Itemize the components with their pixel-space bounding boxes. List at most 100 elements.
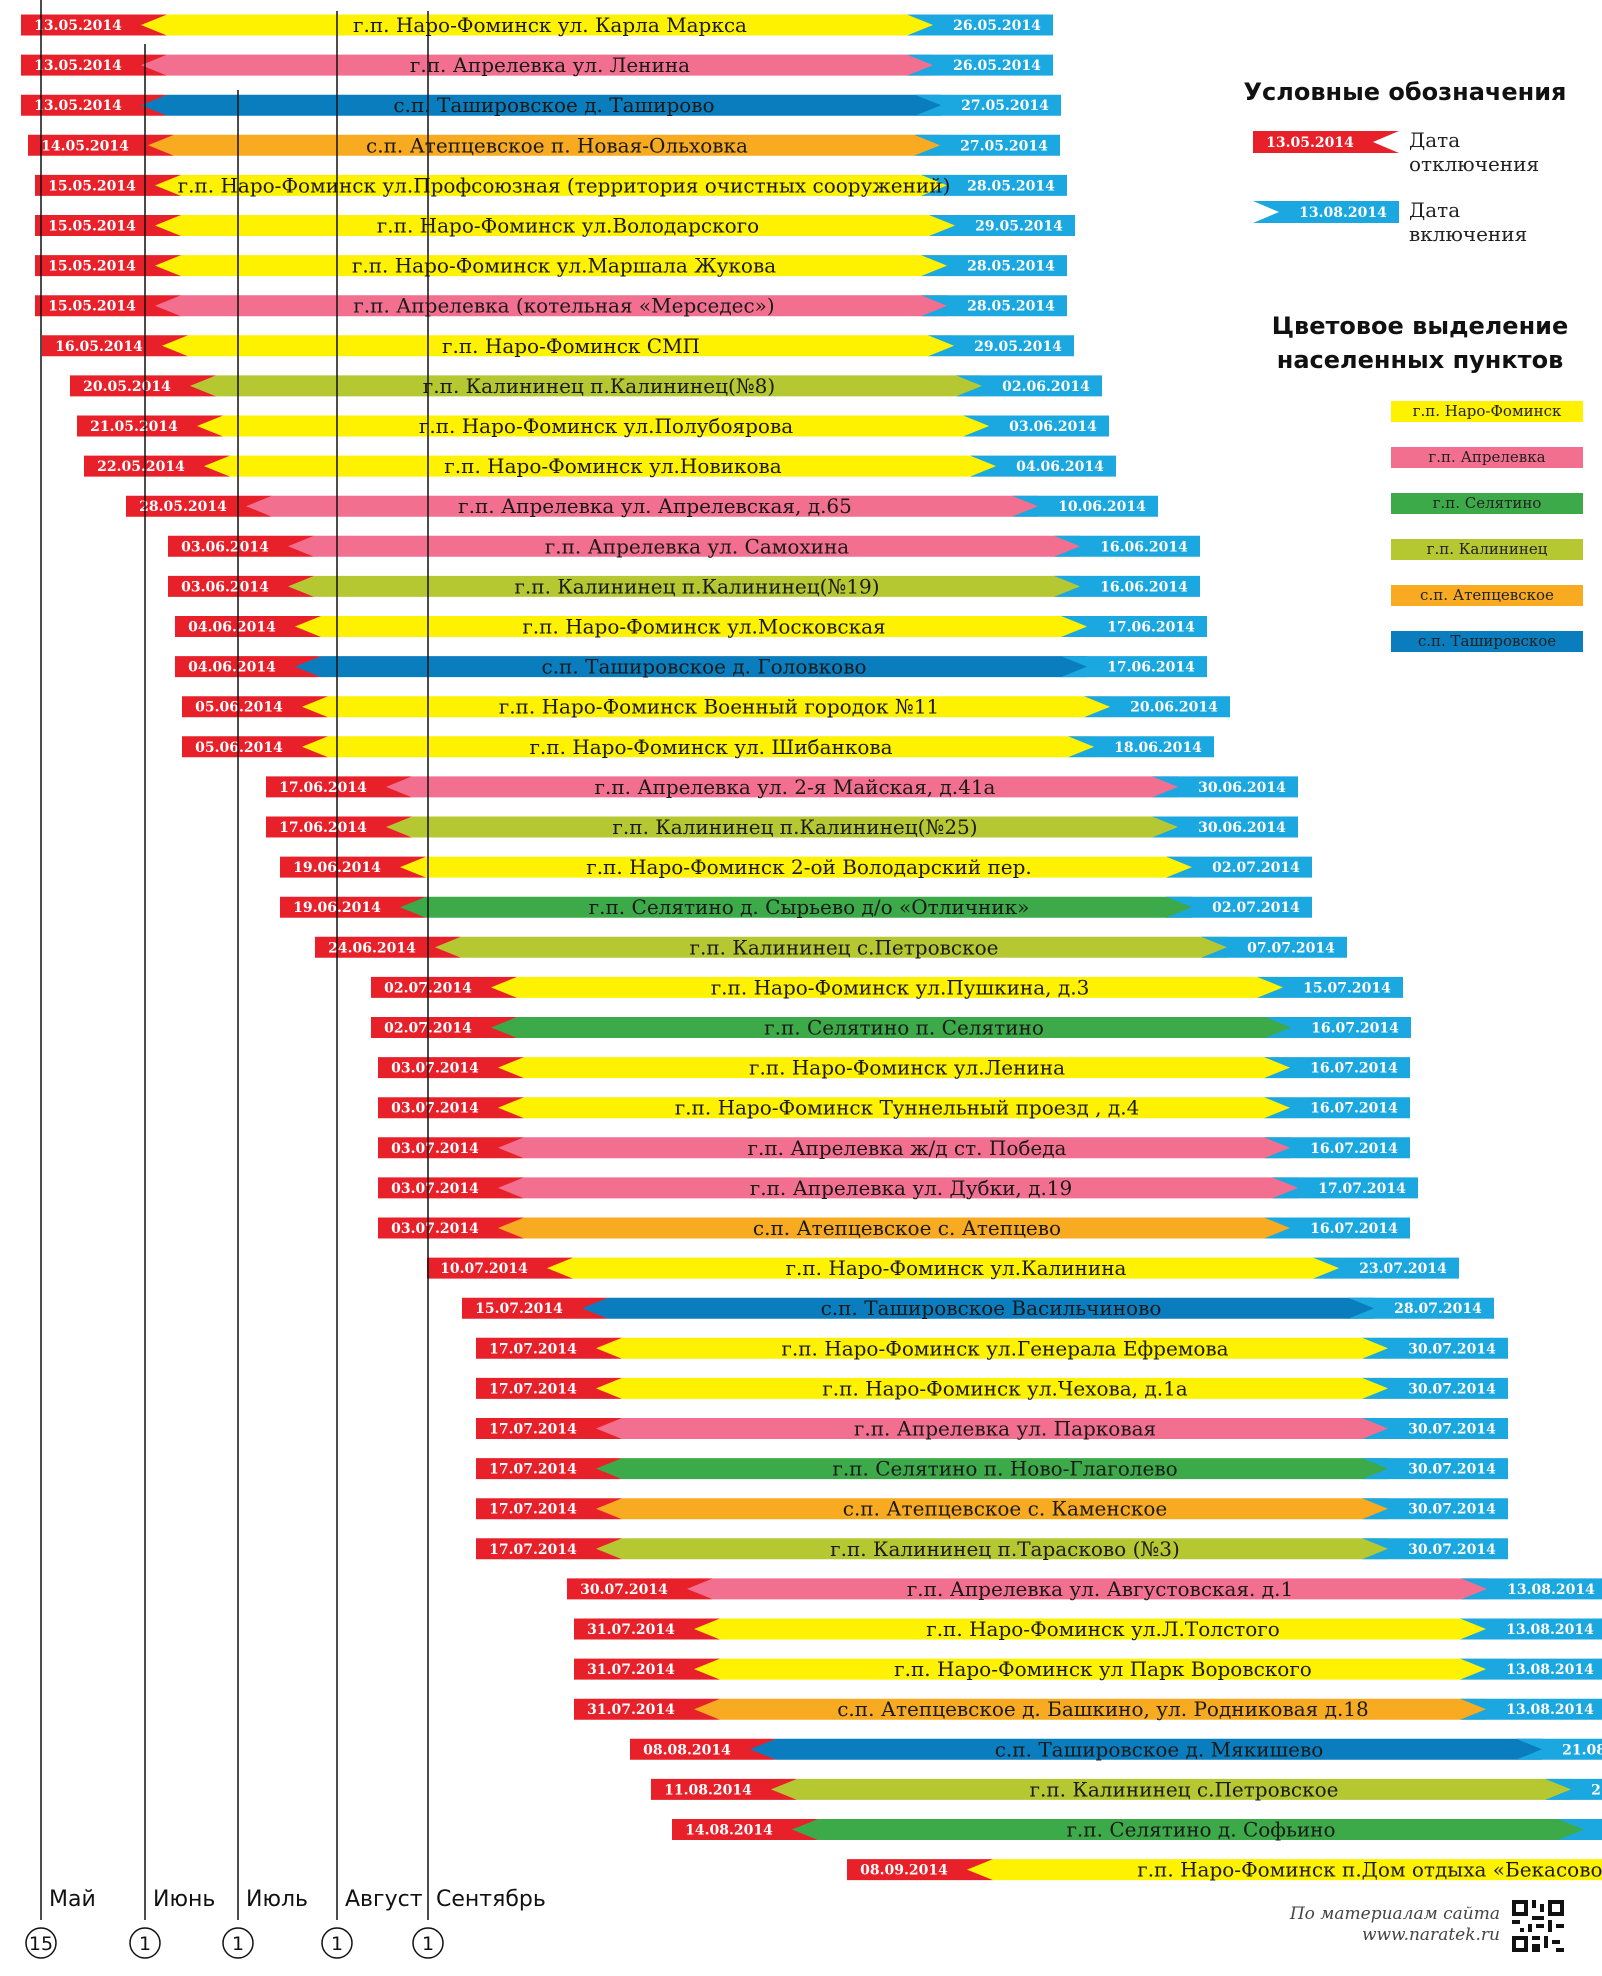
off-date-marker bbox=[378, 1177, 524, 1199]
on-date-label: 28.05.2014 bbox=[967, 178, 1055, 194]
off-date-label: 31.07.2014 bbox=[587, 1702, 675, 1718]
off-date-marker bbox=[182, 696, 328, 718]
task-row: 17.07.2014 30.07.2014 г.п. Калининец п.Тар… bbox=[476, 1537, 1508, 1561]
on-date-marker bbox=[1061, 616, 1207, 637]
task-label: с.п. Ташировское Васильчиново bbox=[821, 1296, 1162, 1320]
task-label: г.п. Наро-Фоминск ул.Л.Толстого bbox=[926, 1617, 1280, 1641]
task-label: г.п. Апрелевка ул. Апрелевская, д.65 bbox=[458, 494, 852, 518]
task-row: 15.05.2014 29.05.2014 г.п. Наро-Фоминск ул… bbox=[35, 214, 1075, 238]
off-date-label: 03.07.2014 bbox=[391, 1141, 479, 1157]
task-bar bbox=[494, 1137, 1306, 1159]
on-date-marker bbox=[1054, 575, 1200, 597]
task-bar bbox=[683, 1578, 1503, 1600]
task-row: 13.05.2014 26.05.2014 г.п. Апрелевка ул. Л… bbox=[21, 53, 1053, 77]
task-bar bbox=[151, 255, 963, 277]
on-date-marker bbox=[1061, 656, 1207, 678]
on-date-label: 30.06.2014 bbox=[1198, 780, 1286, 796]
task-row: 30.07.2014 13.08.2014 г.п. Апрелевка ул. А… bbox=[567, 1577, 1602, 1601]
off-date-marker bbox=[476, 1498, 622, 1520]
on-date-label: 27.05.2014 bbox=[960, 138, 1048, 154]
off-date-marker bbox=[280, 856, 426, 878]
off-date-label: 15.05.2014 bbox=[48, 178, 136, 194]
task-label: с.п. Атепцевское п. Новая-Ольховка bbox=[366, 133, 748, 157]
task-row: 04.06.2014 17.06.2014 г.п. Наро-Фоминск ул… bbox=[175, 615, 1207, 639]
off-date-marker bbox=[126, 495, 272, 517]
task-bar bbox=[494, 1097, 1306, 1119]
off-date-marker bbox=[21, 94, 167, 116]
on-date-label: 27.05.2014 bbox=[961, 98, 1049, 114]
on-date-label: 17.07.2014 bbox=[1318, 1181, 1406, 1197]
task-label: г.п. Апрелевка ул. Самохина bbox=[545, 534, 850, 558]
on-date-label: 02.06.2014 bbox=[1002, 379, 1090, 395]
on-date-marker bbox=[1272, 1177, 1418, 1199]
task-label: с.п. Ташировское д. Головково bbox=[542, 655, 867, 679]
on-date-marker bbox=[1461, 1578, 1602, 1600]
on-date-label: 16.07.2014 bbox=[1310, 1101, 1398, 1117]
on-date-marker bbox=[929, 215, 1075, 236]
task-bar bbox=[578, 1297, 1390, 1319]
on-date-label: 28.07.2014 bbox=[1394, 1301, 1482, 1317]
off-date-label: 16.05.2014 bbox=[55, 339, 143, 355]
task-bar bbox=[158, 335, 970, 357]
on-date-label: 28.05.2014 bbox=[967, 299, 1055, 315]
task-bar bbox=[151, 295, 963, 317]
task-bar bbox=[690, 1618, 1502, 1640]
task-bar bbox=[284, 575, 1096, 597]
on-date-marker bbox=[1084, 696, 1230, 718]
task-row: 17.06.2014 30.06.2014 г.п. Апрелевка ул. 2… bbox=[266, 775, 1298, 799]
month-label: Август bbox=[345, 1887, 423, 1912]
task-bar bbox=[186, 375, 998, 397]
task-bar bbox=[151, 174, 963, 196]
task-row: 13.05.2014 27.05.2014 с.п. Ташировское д. … bbox=[21, 93, 1061, 117]
task-bar bbox=[137, 14, 949, 36]
task-row: 03.06.2014 16.06.2014 г.п. Апрелевка ул. С… bbox=[168, 534, 1200, 558]
on-date-label: 30.07.2014 bbox=[1408, 1462, 1496, 1478]
off-date-marker bbox=[182, 736, 328, 758]
task-bar bbox=[291, 656, 1103, 678]
on-date-marker bbox=[914, 134, 1060, 156]
off-date-marker bbox=[378, 1137, 524, 1159]
month-day-label: 1 bbox=[422, 1933, 434, 1955]
off-date-label: 21.05.2014 bbox=[90, 419, 178, 435]
off-date-marker bbox=[175, 656, 321, 678]
task-bar bbox=[690, 1698, 1502, 1720]
task-label: г.п. Калининец с.Петровское bbox=[1030, 1777, 1339, 1801]
task-label: с.п. Ташировское д. Мякишево bbox=[995, 1737, 1324, 1761]
task-row: 10.07.2014 23.07.2014 г.п. Наро-Фоминск ул… bbox=[427, 1256, 1459, 1280]
task-label: г.п. Наро-Фоминск ул.Генерала Ефремова bbox=[781, 1336, 1228, 1360]
task-row: 03.07.2014 16.07.2014 с.п. Атепцевское с. … bbox=[378, 1216, 1410, 1240]
on-date-label: 13.08.2014 bbox=[1506, 1702, 1594, 1718]
off-date-marker bbox=[371, 976, 517, 998]
off-date-marker bbox=[476, 1377, 622, 1399]
off-date-label: 20.05.2014 bbox=[83, 379, 171, 395]
task-label: г.п. Калининец п.Калининец(№25) bbox=[612, 815, 977, 839]
off-date-marker bbox=[651, 1778, 797, 1800]
on-date-label: 16.07.2014 bbox=[1311, 1021, 1399, 1037]
task-bar bbox=[396, 896, 1208, 918]
on-date-marker bbox=[921, 255, 1067, 277]
task-label: г.п. Калининец п.Калининец(№8) bbox=[423, 374, 775, 398]
on-date-label: 30.06.2014 bbox=[1198, 820, 1286, 836]
task-label: г.п. Наро-Фоминск ул.Профсоюзная (террит… bbox=[178, 173, 951, 197]
off-date-label: 17.07.2014 bbox=[489, 1341, 577, 1357]
off-date-marker bbox=[315, 936, 461, 958]
task-label: г.п. Наро-Фоминск Военный городок №11 bbox=[499, 695, 940, 719]
off-date-marker bbox=[266, 776, 412, 798]
task-label: с.п. Атепцевское д. Башкино, ул. Роднико… bbox=[837, 1697, 1369, 1721]
task-label: г.п. Апрелевка ул. Августовская. д.1 bbox=[907, 1577, 1293, 1601]
off-date-marker bbox=[28, 134, 174, 156]
off-date-caption: Дата отключения bbox=[1409, 128, 1540, 176]
off-date-marker bbox=[476, 1538, 622, 1560]
task-label: г.п. Селятино д. Сырьево д/о «Отличник» bbox=[589, 895, 1030, 919]
on-date-label: 30.07.2014 bbox=[1408, 1341, 1496, 1357]
on-date-marker bbox=[1264, 1137, 1410, 1159]
task-label: г.п. Наро-Фоминск ул. Карла Маркса bbox=[353, 13, 747, 37]
on-date-marker bbox=[1264, 1217, 1410, 1239]
task-label: г.п. Наро-Фоминск ул. Шибанкова bbox=[529, 735, 892, 759]
off-date-marker bbox=[378, 1057, 524, 1079]
qr-code-icon bbox=[1512, 1900, 1564, 1952]
off-date-label: 17.07.2014 bbox=[489, 1462, 577, 1478]
